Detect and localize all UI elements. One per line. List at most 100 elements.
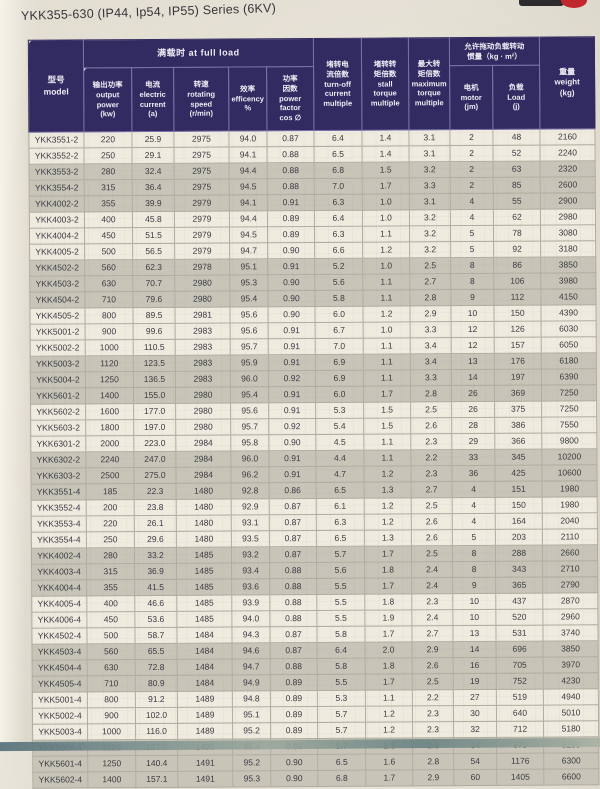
cell-speed: 1485	[176, 610, 232, 628]
cell-turnoff-multiple: 5.3	[315, 402, 364, 419]
cell-model: YKK3553-4	[31, 515, 87, 533]
cell-motor-inertia: 8	[452, 545, 496, 562]
cell-efficiency: 94.3	[231, 626, 271, 643]
cell-turnoff-multiple: 6.5	[316, 530, 365, 547]
cell-weight: 10200	[541, 448, 597, 466]
page-edge-highlight	[0, 0, 26, 749]
cell-motor-inertia: 29	[451, 433, 495, 450]
cell-motor-inertia: 9	[452, 577, 496, 594]
cell-motor-inertia: 10	[450, 305, 495, 322]
cell-efficiency: 95.1	[232, 706, 271, 723]
cell-turnoff-multiple: 7.0	[315, 338, 364, 355]
cell-turnoff-multiple: 6.0	[315, 386, 364, 403]
cell-weight: 2980	[540, 208, 596, 226]
cell-stall-multiple: 1.5	[362, 161, 410, 179]
cell-power-factor: 0.88	[267, 178, 315, 195]
cell-output-power: 2240	[85, 451, 134, 468]
cell-efficiency: 95.7	[230, 338, 269, 356]
cell-model: YKK6301-2	[30, 435, 86, 453]
cell-motor-inertia: 8	[450, 257, 494, 274]
cell-output-power: 1800	[85, 419, 134, 436]
cell-model: YKK5001-4	[32, 691, 88, 709]
cell-efficiency: 95.9	[230, 354, 269, 372]
cell-speed: 1489	[177, 706, 233, 724]
cell-speed: 2975	[174, 147, 230, 164]
cell-turnoff-multiple: 5.8	[317, 658, 366, 675]
cell-turnoff-multiple: 4.7	[315, 466, 365, 483]
cell-current: 53.6	[134, 611, 177, 628]
cell-motor-inertia: 5	[452, 529, 496, 546]
header-weight: 重量 weight (kg)	[539, 36, 595, 130]
cell-power-factor: 0.87	[269, 626, 318, 643]
cell-turnoff-multiple: 5.7	[317, 706, 366, 723]
cell-stall-multiple: 2.0	[365, 641, 413, 659]
cell-efficiency: 94.5	[229, 178, 268, 196]
cell-output-power: 450	[86, 611, 135, 628]
cell-weight: 5010	[543, 704, 599, 722]
cell-model: YKK4502-4	[31, 627, 88, 645]
cell-model: YKK5601-2	[30, 387, 86, 405]
cell-output-power: 900	[85, 323, 134, 340]
cell-speed: 1489	[177, 722, 233, 740]
cell-speed: 2980	[175, 419, 231, 436]
cell-load-inertia: 1405	[496, 769, 544, 786]
header-max-torque-multiple: 最大转 矩倍数 maximum torque multiple	[408, 37, 450, 130]
cell-efficiency: 92.8	[231, 482, 270, 500]
cell-load-inertia: 343	[495, 561, 543, 578]
cell-max-torque-multiple: 2.2	[410, 449, 452, 466]
cell-motor-inertia: 9	[450, 289, 494, 306]
cell-model: YKK4003-2	[29, 211, 85, 229]
cell-motor-inertia: 26	[451, 401, 495, 418]
cell-model: YKK4004-2	[29, 227, 85, 245]
cell-output-power: 450	[84, 227, 133, 244]
cell-efficiency: 96.2	[230, 466, 270, 484]
cell-efficiency: 94.7	[232, 658, 271, 675]
cell-model: YKK3551-4	[31, 483, 87, 501]
cell-load-inertia: 712	[496, 721, 544, 738]
cell-stall-multiple: 1.8	[365, 657, 413, 675]
cell-max-torque-multiple: 2.4	[411, 609, 453, 626]
cell-output-power: 315	[86, 563, 135, 580]
cell-model: YKK3553-2	[29, 163, 85, 181]
cell-load-inertia: 1176	[496, 753, 544, 770]
cell-speed: 2979	[174, 227, 230, 244]
cell-weight: 3970	[543, 656, 599, 674]
cell-stall-multiple: 1.7	[365, 673, 413, 691]
cell-current: 58.7	[134, 627, 178, 644]
cell-output-power: 2000	[85, 435, 134, 452]
cell-current: 72.8	[135, 659, 178, 676]
cell-motor-inertia: 27	[453, 689, 497, 706]
cell-output-power: 710	[84, 291, 133, 308]
cell-model: YKK5601-4	[32, 755, 88, 773]
cell-speed: 1491	[177, 770, 233, 788]
cell-max-torque-multiple: 3.2	[409, 241, 451, 258]
cell-max-torque-multiple: 2.5	[409, 257, 451, 274]
cell-weight: 3080	[540, 224, 596, 242]
cell-max-torque-multiple: 2.6	[411, 529, 453, 546]
cell-max-torque-multiple: 2.3	[412, 721, 454, 738]
cell-current: 36.9	[134, 563, 177, 580]
cell-power-factor: 0.89	[270, 722, 318, 739]
cell-stall-multiple: 1.8	[364, 593, 412, 611]
cell-turnoff-multiple: 5.5	[316, 594, 365, 611]
cell-motor-inertia: 2	[450, 177, 494, 194]
cell-power-factor: 0.88	[270, 658, 318, 675]
cell-max-torque-multiple: 2.6	[410, 417, 452, 434]
cell-turnoff-multiple: 6.3	[314, 226, 363, 243]
cell-stall-multiple: 1.2	[365, 721, 413, 739]
cell-efficiency: 94.4	[229, 210, 268, 228]
header-rotating-speed: 转速 rotating speed (r/min)	[173, 67, 229, 132]
cell-weight: 6390	[541, 368, 597, 386]
cell-efficiency: 95.7	[230, 418, 269, 436]
cell-max-torque-multiple: 2.5	[411, 497, 453, 514]
cell-output-power: 400	[86, 595, 135, 612]
cell-stall-multiple: 1.2	[364, 497, 412, 515]
cell-max-torque-multiple: 2.3	[412, 705, 454, 722]
cell-speed: 1485	[176, 547, 232, 564]
cell-load-inertia: 62	[493, 209, 541, 226]
cell-model: YKK6303-2	[30, 467, 87, 485]
cell-speed: 1484	[176, 626, 233, 644]
cell-load-inertia: 640	[496, 705, 544, 722]
cell-motor-inertia: 2	[450, 161, 494, 178]
cell-load-inertia: 752	[496, 673, 544, 690]
